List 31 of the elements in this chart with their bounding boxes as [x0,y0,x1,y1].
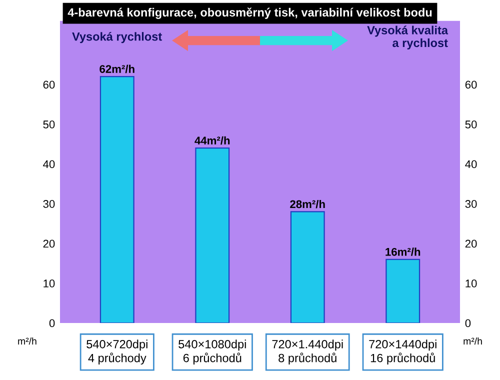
x-tick-label: 720×1440dpi 16 průchodů [369,340,436,365]
y2-tick-label: 50 [465,120,477,128]
y2-tick-label: 30 [465,200,477,208]
y-tick-label: 30 [43,200,55,208]
y2-tick-label: 20 [465,240,477,248]
bar [386,258,420,323]
y-tick-label: 40 [43,160,55,168]
bar [195,148,230,323]
data-label: 44m²/h [194,136,230,145]
annotation: Vysoká kvalita a rychlost [367,26,448,50]
data-label: 28m²/h [290,200,325,208]
bar [100,76,134,323]
x-tick-label: 540×720dpi 4 průchody [86,340,148,365]
y-tick-label: 10 [44,280,55,288]
y-tick-label: 0 [49,319,55,328]
y2-tick-label: 60 [465,80,477,89]
y2-tick-label: 0 [465,319,471,328]
y2-axis-title: m²/h [464,337,482,345]
y-tick-label: 50 [43,120,55,128]
y-tick-label: 60 [43,80,55,89]
y2-tick-label: 40 [465,160,477,168]
y2-tick-label: 10 [466,280,477,288]
y-axis-title: m²/h [18,337,36,345]
data-label: 16m²/h [386,248,420,256]
bar [290,211,325,323]
annotation: Vysoká rychlost [72,32,162,44]
chart-title: 4-barevná konfigurace, obousměrný tisk, variabilní velikost bodu [68,8,432,19]
x-tick-label: 720×1.440dpi 8 průchodů [272,340,343,365]
x-tick-label: 540×1080dpi 6 průchodů [178,340,246,365]
y-tick-label: 20 [43,240,55,248]
data-label: 62m²/h [100,64,134,74]
